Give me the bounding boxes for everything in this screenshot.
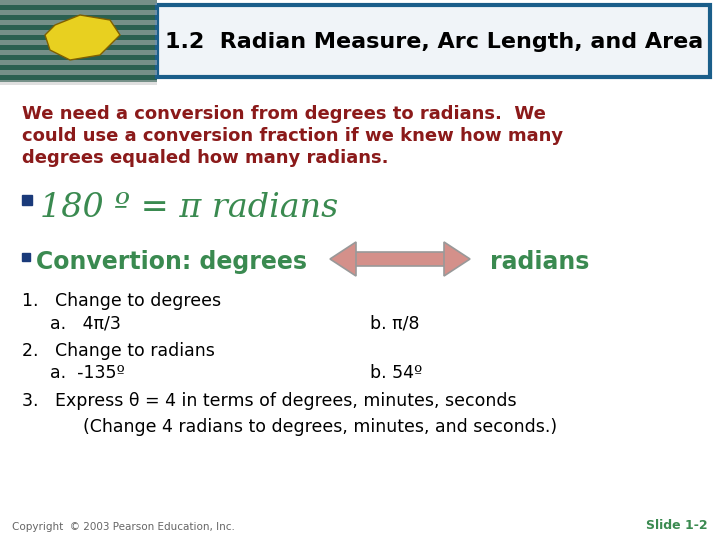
FancyBboxPatch shape [0,0,157,82]
FancyBboxPatch shape [0,70,157,75]
Text: 2.   Change to radians: 2. Change to radians [22,342,215,360]
Polygon shape [330,242,356,276]
FancyBboxPatch shape [352,252,448,266]
FancyBboxPatch shape [0,50,157,55]
FancyBboxPatch shape [0,20,157,25]
Polygon shape [22,195,32,205]
FancyBboxPatch shape [0,60,157,65]
Text: a.   4π/3: a. 4π/3 [50,314,121,332]
Polygon shape [444,242,470,276]
FancyBboxPatch shape [0,30,157,35]
Text: radians: radians [490,250,590,274]
Text: 1.2  Radian Measure, Arc Length, and Area: 1.2 Radian Measure, Arc Length, and Area [165,32,703,52]
Text: Slide 1-2: Slide 1-2 [647,519,708,532]
Text: a.  -135º: a. -135º [50,364,125,382]
Text: We need a conversion from degrees to radians.  We: We need a conversion from degrees to rad… [22,105,546,123]
FancyBboxPatch shape [157,5,710,77]
FancyBboxPatch shape [0,10,157,15]
Polygon shape [45,15,120,60]
Text: b. π/8: b. π/8 [370,314,420,332]
Text: could use a conversion fraction if we knew how many: could use a conversion fraction if we kn… [22,127,563,145]
Polygon shape [22,253,30,261]
Text: 3.   Express θ = 4 in terms of degrees, minutes, seconds: 3. Express θ = 4 in terms of degrees, mi… [22,392,517,410]
FancyBboxPatch shape [0,80,157,85]
Text: 180 º = π radians: 180 º = π radians [40,192,338,224]
Text: degrees equaled how many radians.: degrees equaled how many radians. [22,149,389,167]
Text: (Change 4 radians to degrees, minutes, and seconds.): (Change 4 radians to degrees, minutes, a… [50,418,557,436]
Text: Convertion: degrees: Convertion: degrees [36,250,307,274]
FancyBboxPatch shape [0,0,157,5]
Text: 1.   Change to degrees: 1. Change to degrees [22,292,221,310]
Text: Copyright  © 2003 Pearson Education, Inc.: Copyright © 2003 Pearson Education, Inc. [12,522,235,532]
Text: b. 54º: b. 54º [370,364,423,382]
FancyBboxPatch shape [0,40,157,45]
